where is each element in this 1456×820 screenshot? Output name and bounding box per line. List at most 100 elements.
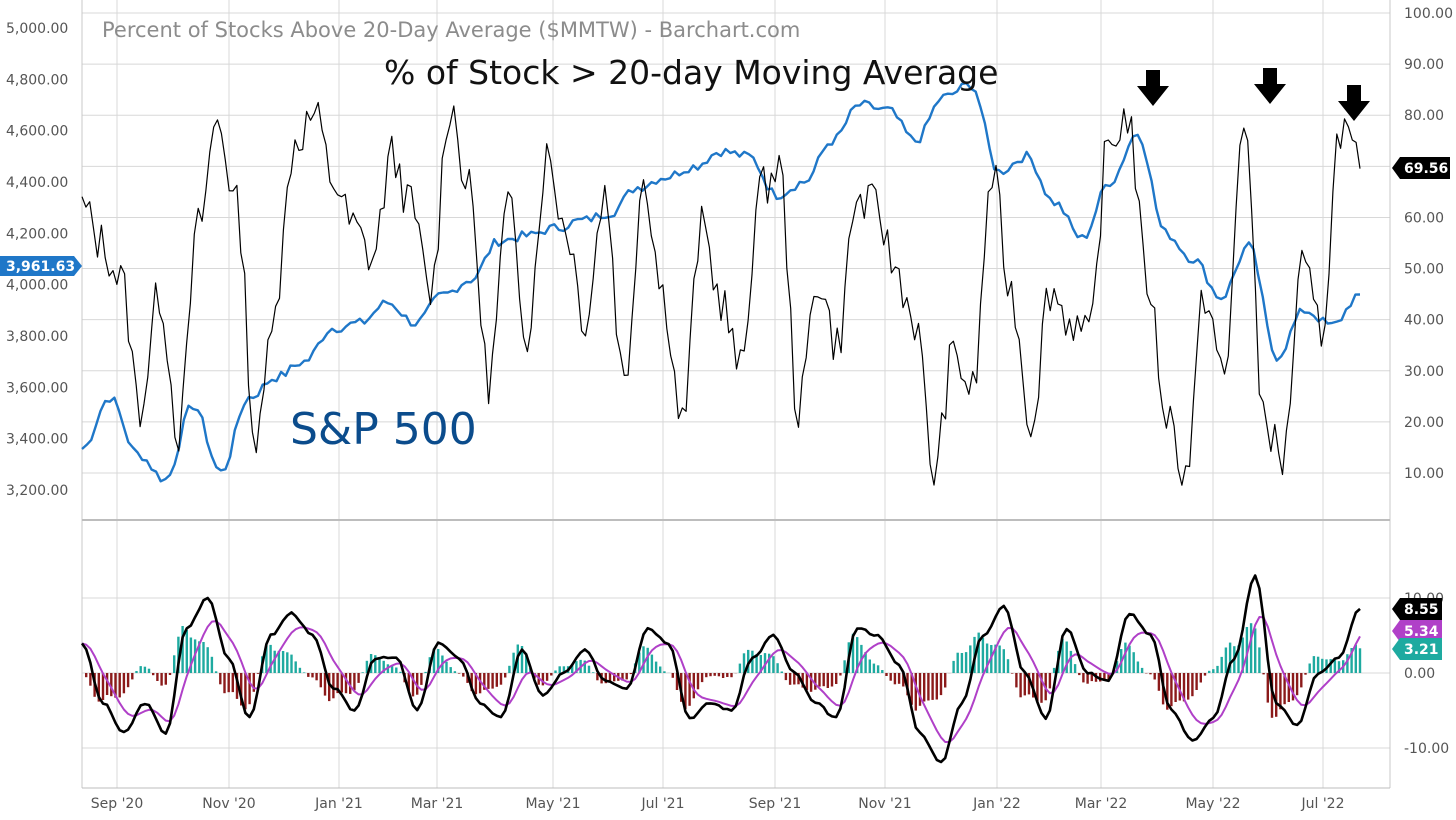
histogram-bar (1182, 673, 1186, 702)
histogram-bar (1019, 673, 1022, 698)
histogram-bar (399, 671, 402, 673)
histogram-bar (105, 673, 109, 695)
histogram-bar (621, 673, 624, 681)
histogram-bar (1086, 673, 1089, 684)
histogram-bar (583, 660, 586, 673)
left-axis-tick: 3,600.00 (6, 380, 68, 396)
x-axis-tick: Jan '22 (972, 796, 1021, 812)
histogram-bar (411, 673, 415, 697)
series-line-sp500 (81, 82, 1361, 483)
left-axis-tick: 4,000.00 (6, 278, 68, 294)
histogram-bar (856, 637, 859, 673)
left-axis-tick: 4,400.00 (6, 175, 68, 191)
histogram-bar (499, 673, 503, 685)
badge-signal: 5.34 (1392, 620, 1442, 642)
histogram-bar (952, 660, 955, 673)
x-axis-tick: Nov '20 (202, 796, 255, 812)
histogram-bar (596, 673, 599, 681)
histogram-bar (1228, 642, 1232, 673)
histogram-bar (1195, 673, 1198, 690)
histogram-bar (223, 673, 226, 694)
histogram-bar (654, 661, 658, 673)
histogram-bar (269, 644, 272, 673)
arrow-down-icon (1338, 85, 1370, 121)
histogram-bar (1199, 673, 1202, 683)
histogram-bar (483, 673, 486, 690)
histogram-bar (139, 666, 142, 673)
histogram-bar (1346, 654, 1349, 673)
histogram-bar (470, 673, 473, 692)
histogram-bar (328, 673, 331, 702)
x-axis-tick: Jul '22 (1300, 796, 1344, 812)
histogram-bar (1107, 673, 1110, 680)
histogram-bar (1006, 659, 1010, 673)
histogram-bar (357, 673, 360, 683)
histogram-bar (772, 656, 775, 673)
histogram-bar (1266, 673, 1269, 703)
histogram-bar (650, 654, 654, 673)
histogram-bar (290, 654, 293, 673)
histogram-bar (323, 673, 327, 696)
histogram-bar (319, 673, 322, 688)
histogram-bar (1166, 673, 1169, 710)
badge-pct: 69.56 (1392, 157, 1450, 179)
histogram-bar (1249, 623, 1253, 673)
histogram-bar (994, 644, 997, 673)
badge-histogram-text: 3.21 (1404, 642, 1439, 658)
histogram-bar (374, 655, 377, 673)
histogram-bar (1140, 667, 1144, 673)
histogram-bar (763, 653, 767, 673)
histogram-bar (173, 655, 176, 673)
x-axis-tick: Mar '21 (411, 796, 464, 812)
right-axis-tick: 20.00 (1404, 415, 1444, 431)
histogram-bar (872, 663, 876, 673)
histogram-bar (554, 670, 557, 673)
left-axis-tick: 4,800.00 (6, 72, 68, 88)
histogram-bar (717, 673, 721, 677)
badge-signal-text: 5.34 (1404, 624, 1439, 640)
histogram-bar (256, 673, 260, 674)
histogram-bar (101, 673, 105, 700)
histogram-bar (525, 655, 528, 673)
histogram-bar (730, 673, 733, 678)
histogram-bar (227, 673, 230, 693)
histogram-bar (864, 652, 867, 673)
histogram-bar (156, 673, 159, 681)
right-axis-tick: 80.00 (1404, 108, 1444, 124)
histogram-bar (726, 673, 729, 677)
histogram-bar (1040, 673, 1043, 703)
histogram-bar (1212, 669, 1215, 673)
histogram-bar (663, 671, 666, 673)
chart-title: Percent of Stocks Above 20-Day Average (… (102, 18, 800, 42)
histogram-bar (923, 673, 926, 702)
histogram-bar (956, 652, 959, 673)
histogram-bar (508, 665, 511, 673)
histogram-bar (416, 673, 419, 695)
histogram-bar (914, 673, 917, 711)
histogram-bar (273, 650, 276, 673)
histogram-bar (998, 645, 1001, 673)
histogram-bar (252, 673, 255, 692)
histogram-bar (311, 673, 314, 678)
histogram-bar (1178, 673, 1181, 701)
badge-oscillator: 8.55 (1392, 598, 1442, 620)
histogram-bar (608, 673, 612, 682)
histogram-bar (1078, 673, 1081, 676)
histogram-bar (1069, 650, 1073, 673)
histogram-bar (1275, 673, 1278, 717)
histogram-bar (851, 633, 855, 673)
osc-axis-tick: -10.00 (1404, 741, 1449, 757)
histogram-bar (378, 658, 381, 673)
histogram-bar (1245, 627, 1249, 673)
histogram-bar (721, 673, 725, 678)
histogram-bar (332, 673, 335, 699)
histogram-bar (927, 673, 930, 701)
histogram-bar (1191, 673, 1194, 697)
histogram-bar (889, 673, 892, 681)
left-axis-tick: 3,200.00 (6, 483, 68, 499)
histogram-bar (788, 673, 792, 685)
histogram-bar (671, 673, 674, 678)
histogram-bar (755, 654, 758, 673)
histogram-bar (1157, 673, 1161, 691)
